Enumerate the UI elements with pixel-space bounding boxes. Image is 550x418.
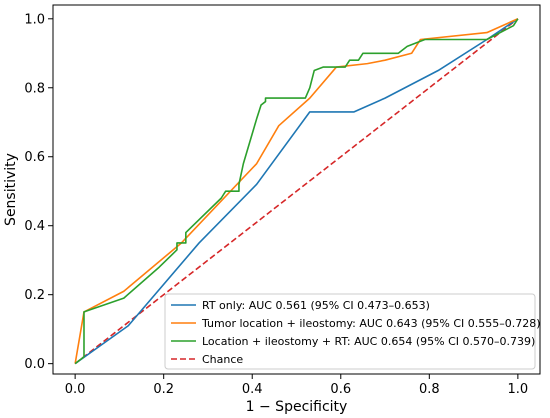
legend-box <box>164 293 536 370</box>
legend-entry-chance: Chance <box>171 353 243 366</box>
legend-entry-rt-only: RT only: AUC 0.561 (95% CI 0.473–0.653) <box>171 299 430 312</box>
roc-line-series-2 <box>74 18 519 365</box>
y-tick-label: 0.0 <box>24 357 45 372</box>
legend-label: Location + ileostomy + RT: AUC 0.654 (95… <box>202 335 535 348</box>
roc-curves <box>74 18 519 365</box>
x-tick-label: 0.4 <box>242 382 263 397</box>
y-axis-ticks: 0.0 0.2 0.4 0.6 0.8 1.0 <box>24 12 53 372</box>
roc-line-series-3 <box>74 18 519 365</box>
x-tick-label: 0.0 <box>65 382 86 397</box>
plot-frame <box>52 4 541 375</box>
y-tick-label: 0.6 <box>24 150 45 165</box>
y-axis-label: Sensitivity <box>3 153 19 226</box>
legend-entry-tumor-location-ileostomy: Tumor location + ileostomy: AUC 0.643 (9… <box>171 317 541 330</box>
y-tick-label: 0.8 <box>24 81 45 96</box>
y-tick-label: 0.2 <box>24 288 45 303</box>
x-tick-label: 0.6 <box>330 382 351 397</box>
y-tick-label: 0.4 <box>24 219 45 234</box>
roc-line-series-0 <box>74 18 519 365</box>
legend-label: Chance <box>202 353 243 366</box>
x-tick-label: 1.0 <box>508 382 529 397</box>
x-axis-label: 1 − Specificity <box>246 399 348 415</box>
legend-label: RT only: AUC 0.561 (95% CI 0.473–0.653) <box>202 299 430 312</box>
legend-entry-location-ileostomy-rt: Location + ileostomy + RT: AUC 0.654 (95… <box>171 335 535 348</box>
y-tick-label: 1.0 <box>24 12 45 27</box>
x-tick-label: 0.2 <box>153 382 174 397</box>
legend-label: Tumor location + ileostomy: AUC 0.643 (9… <box>201 317 541 330</box>
x-axis-ticks: 0.0 0.2 0.4 0.6 0.8 1.0 <box>65 374 528 397</box>
legend: RT only: AUC 0.561 (95% CI 0.473–0.653) … <box>164 293 541 370</box>
x-tick-label: 0.8 <box>419 382 440 397</box>
